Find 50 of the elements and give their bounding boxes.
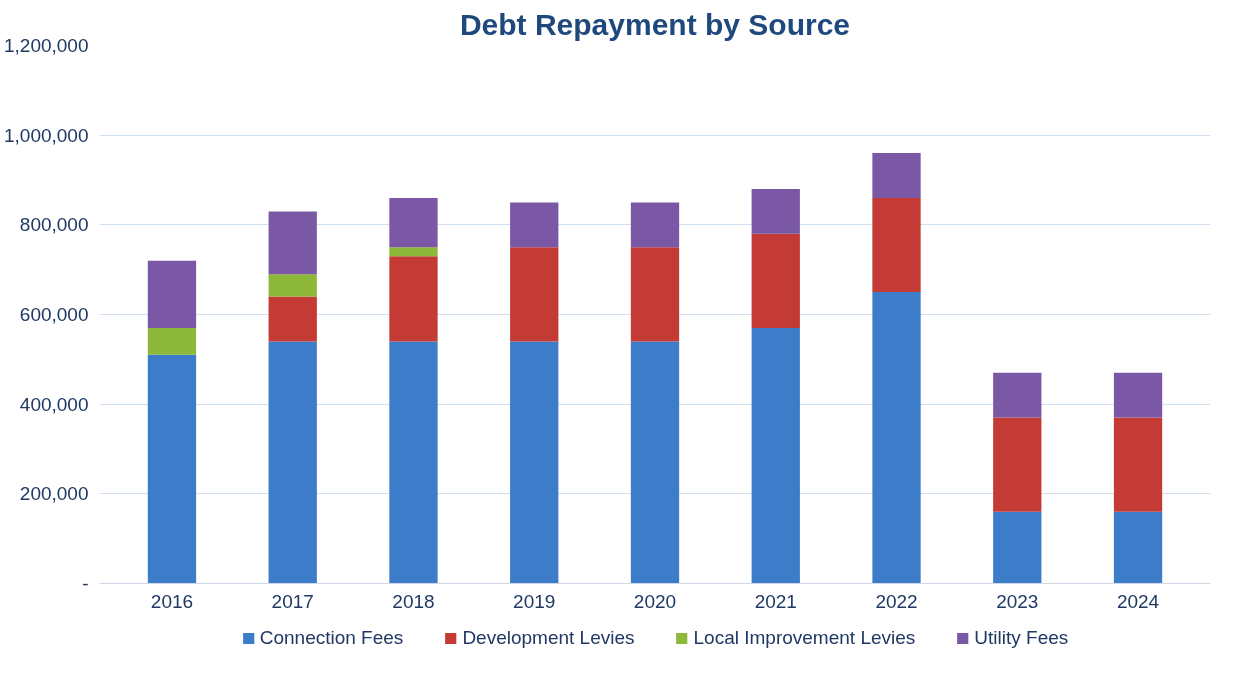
x-tick-label: 2023 [996, 590, 1039, 612]
bar [751, 327, 800, 584]
legend-label: Development Levies [462, 626, 635, 649]
bar [389, 341, 438, 584]
bar [510, 247, 559, 342]
bar [751, 188, 800, 234]
bar [1113, 417, 1163, 512]
bar [147, 327, 197, 355]
y-tick-label: 200,000 [19, 483, 89, 505]
bar [872, 197, 921, 293]
x-tick-label: 2019 [513, 590, 556, 612]
legend-label: Local Improvement Levies [693, 626, 916, 649]
x-tick-label: 2020 [633, 590, 677, 612]
legend-label: Utility Fees [974, 626, 1069, 649]
bar [268, 274, 317, 297]
bar [630, 202, 680, 248]
bar [268, 341, 317, 584]
bar [1113, 372, 1163, 418]
bar [993, 511, 1042, 584]
y-tick-label: 400,000 [19, 393, 89, 415]
bar [147, 260, 197, 328]
y-tick-label: - [82, 573, 89, 594]
y-tick-label: 600,000 [19, 304, 89, 325]
x-tick-label: 2017 [271, 590, 314, 612]
bar [389, 256, 438, 342]
bar [268, 211, 317, 275]
x-tick-label: 2021 [754, 590, 797, 612]
y-tick-label: 1,200,000 [3, 35, 89, 56]
bar [630, 247, 680, 342]
bar [751, 233, 800, 328]
x-tick-label: 2018 [392, 590, 435, 612]
bar [389, 197, 438, 248]
bar [510, 341, 559, 584]
chart-title: Debt Repayment by Source [459, 7, 851, 41]
bar [993, 372, 1042, 418]
bar [993, 417, 1042, 512]
x-tick-label: 2016 [150, 590, 194, 612]
bar [630, 341, 680, 584]
bar [510, 202, 559, 248]
bar [268, 296, 317, 342]
y-tick-label: 1,000,000 [3, 124, 89, 146]
x-tick-label: 2024 [1116, 590, 1160, 612]
bar [389, 247, 438, 257]
bar [147, 354, 197, 584]
x-tick-label: 2022 [875, 590, 918, 612]
bar [872, 292, 921, 584]
bar [1113, 511, 1163, 584]
legend-label: Connection Fees [259, 626, 404, 649]
bar [872, 153, 921, 198]
y-tick-label: 800,000 [19, 214, 89, 236]
